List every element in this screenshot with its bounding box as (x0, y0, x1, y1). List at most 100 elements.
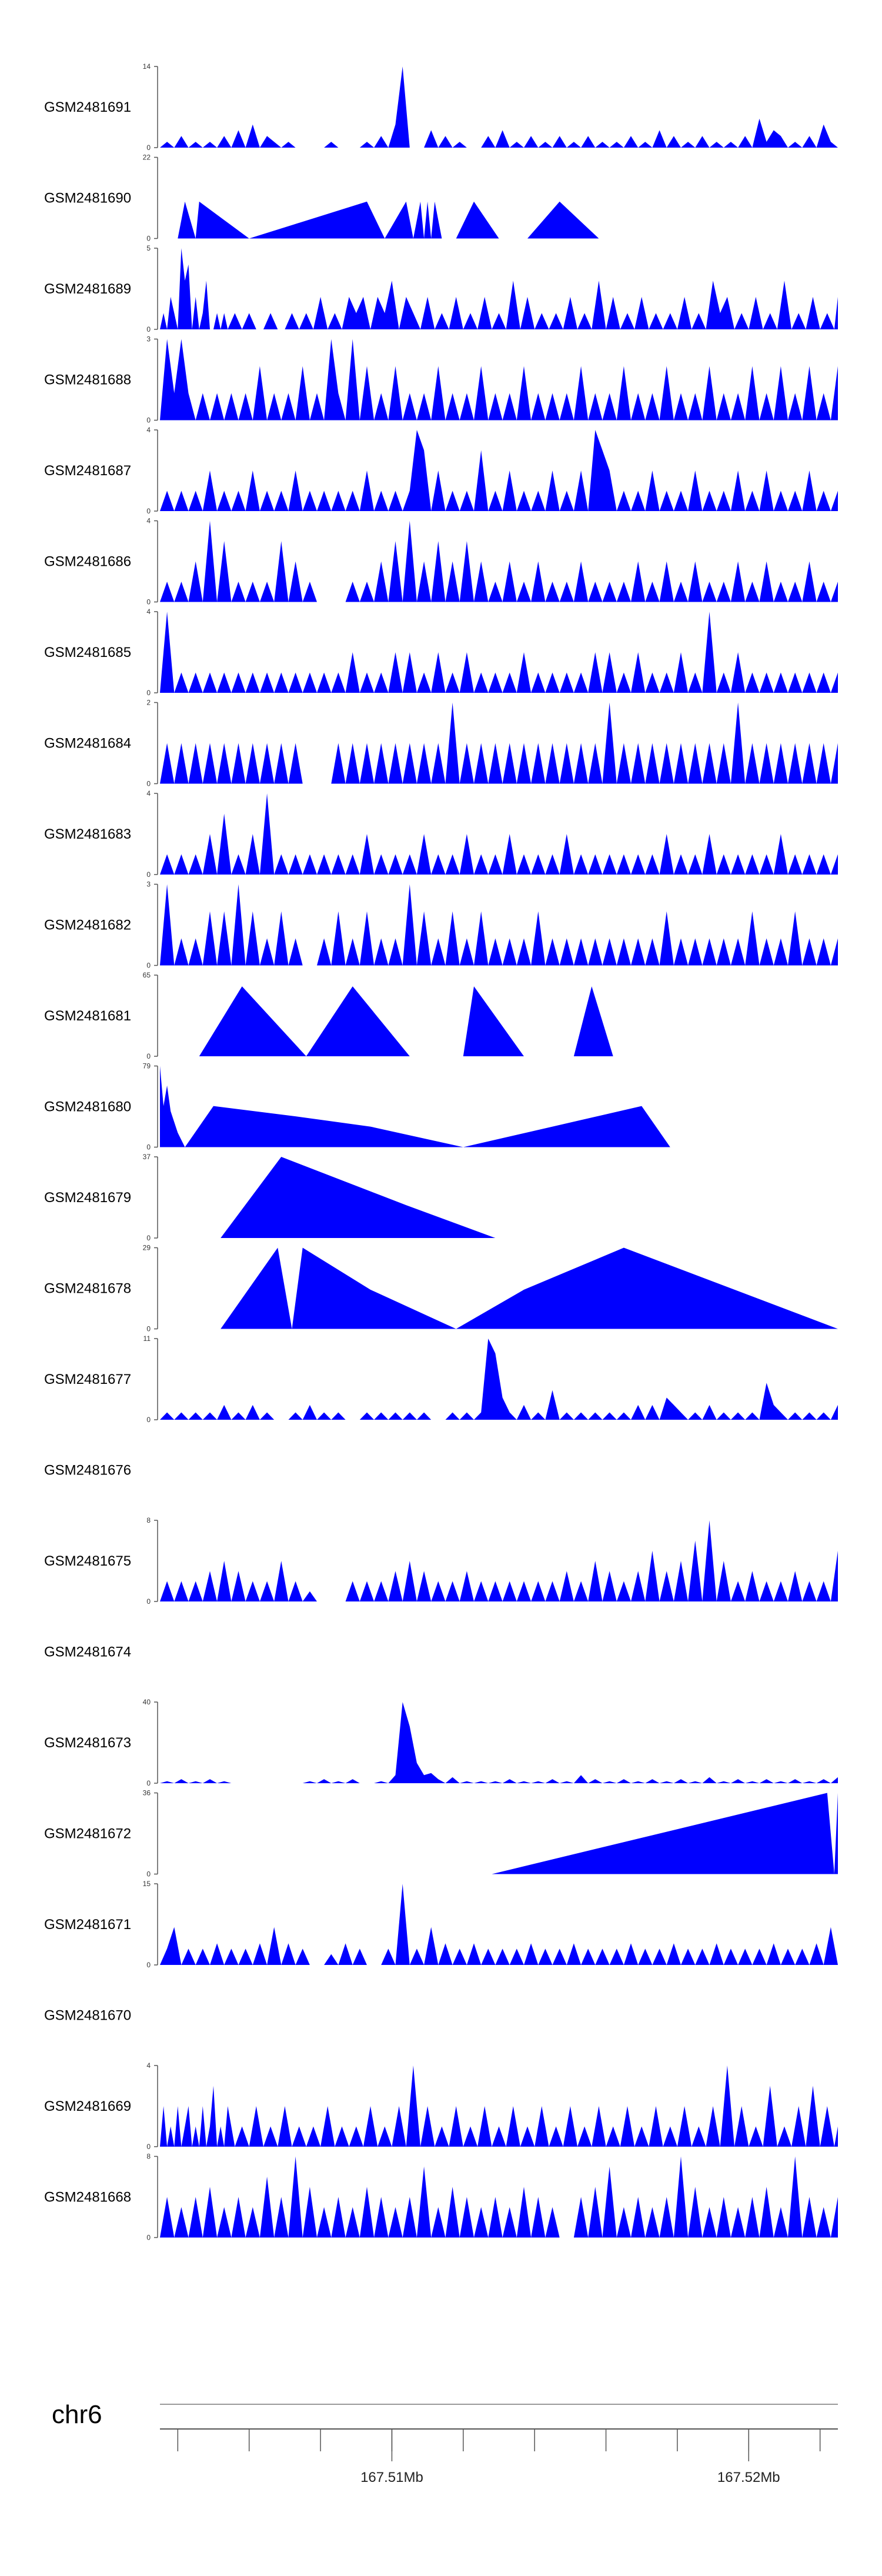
coverage-area (160, 2156, 838, 2238)
track-GSM2481671: GSM2481671 15 0 (44, 1880, 838, 1969)
track-ymin-label: 0 (146, 2234, 151, 2242)
track-ymax-label: 4 (146, 789, 151, 798)
track-label: GSM2481679 (44, 1190, 131, 1206)
track-ymax-label: 36 (143, 1789, 151, 1797)
track-label: GSM2481690 (44, 191, 131, 206)
coverage-area (160, 986, 838, 1056)
track-ymax-label: 8 (146, 1516, 151, 1524)
coverage-area (160, 520, 838, 602)
track-GSM2481675: GSM2481675 8 0 (44, 1516, 838, 1606)
track-label: GSM2481677 (44, 1372, 131, 1387)
track-GSM2481690: GSM2481690 22 0 (44, 154, 599, 243)
track-ymin-label: 0 (146, 1325, 151, 1333)
coverage-area (160, 1247, 838, 1329)
track-label: GSM2481669 (44, 2098, 131, 2114)
track-ymin-label: 0 (146, 1597, 151, 1606)
track-ymin-label: 0 (146, 962, 151, 970)
track-ymax-label: 3 (146, 335, 151, 343)
track-GSM2481679: GSM2481679 37 0 (44, 1153, 838, 1242)
track-GSM2481669: GSM2481669 4 0 (44, 2061, 838, 2151)
track-ymax-label: 11 (143, 1334, 151, 1343)
track-ymax-label: 4 (146, 608, 151, 616)
genome-tick-label: 167.51Mb (360, 2470, 423, 2485)
track-GSM2481668: GSM2481668 8 0 (44, 2153, 838, 2242)
track-GSM2481676: GSM2481676 (44, 1463, 131, 1479)
track-ymin-label: 0 (146, 1052, 151, 1060)
coverage-area (160, 1520, 838, 1601)
track-ymax-label: 3 (146, 880, 151, 889)
track-GSM2481680: GSM2481680 79 0 (44, 1062, 838, 1152)
chromosome-label: chr6 (52, 2400, 102, 2429)
track-ymin-label: 0 (146, 1416, 151, 1424)
coverage-area (160, 1793, 838, 1874)
genome-ticks: 167.51Mb 167.52Mb (177, 2429, 821, 2485)
track-ymax-label: 4 (146, 2061, 151, 2070)
coverage-area (160, 430, 838, 511)
coverage-area (160, 1066, 838, 1147)
coverage-area (160, 884, 838, 966)
coverage-area (160, 793, 838, 875)
track-ymin-label: 0 (146, 235, 151, 243)
track-ymin-label: 0 (146, 325, 151, 333)
track-GSM2481687: GSM2481687 4 0 (44, 426, 838, 515)
track-GSM2481688: GSM2481688 3 0 (44, 335, 838, 425)
track-ymin-label: 0 (146, 1870, 151, 1878)
track-ymin-label: 0 (146, 780, 151, 788)
track-GSM2481677: GSM2481677 11 0 (44, 1334, 838, 1424)
track-GSM2481689: GSM2481689 5 0 (44, 244, 838, 333)
track-GSM2481678: GSM2481678 29 0 (44, 1244, 838, 1333)
track-ymin-label: 0 (146, 689, 151, 697)
coverage-area (160, 702, 838, 784)
coverage-area (160, 1157, 838, 1238)
track-label: GSM2481688 (44, 372, 131, 388)
track-GSM2481672: GSM2481672 36 0 (44, 1789, 838, 1878)
track-label: GSM2481670 (44, 2008, 131, 2024)
coverage-area (160, 201, 599, 239)
track-ymax-label: 5 (146, 244, 151, 252)
track-GSM2481673: GSM2481673 40 0 (44, 1698, 838, 1787)
track-ymax-label: 4 (146, 426, 151, 434)
track-label: GSM2481672 (44, 1826, 131, 1842)
track-label: GSM2481686 (44, 554, 131, 570)
track-GSM2481682: GSM2481682 3 0 (44, 880, 838, 970)
track-label: GSM2481683 (44, 826, 131, 842)
track-label: GSM2481671 (44, 1917, 131, 1933)
coverage-area (160, 2066, 838, 2147)
coverage-area (160, 1339, 838, 1420)
track-ymin-label: 0 (146, 144, 151, 152)
track-ymax-label: 4 (146, 517, 151, 525)
track-label: GSM2481681 (44, 1008, 131, 1024)
track-GSM2481674: GSM2481674 (44, 1644, 131, 1660)
track-ymin-label: 0 (146, 1143, 151, 1152)
track-label: GSM2481674 (44, 1644, 131, 1660)
track-ymax-label: 37 (143, 1153, 151, 1161)
track-GSM2481686: GSM2481686 4 0 (44, 517, 838, 606)
track-ymax-label: 15 (143, 1880, 151, 1888)
track-GSM2481691: GSM2481691 14 0 (44, 62, 838, 152)
track-ymax-label: 40 (143, 1698, 151, 1706)
track-ymin-label: 0 (146, 1961, 151, 1969)
track-GSM2481683: GSM2481683 4 0 (44, 789, 838, 879)
track-label: GSM2481673 (44, 1735, 131, 1751)
track-label: GSM2481676 (44, 1463, 131, 1479)
coverage-area (160, 612, 838, 693)
track-ymax-label: 22 (143, 154, 151, 162)
coverage-area (160, 339, 838, 421)
track-ymin-label: 0 (146, 507, 151, 515)
genome-tick-label: 167.52Mb (717, 2470, 780, 2485)
coverage-area (160, 1884, 838, 1965)
track-label: GSM2481675 (44, 1553, 131, 1569)
track-label: GSM2481682 (44, 917, 131, 933)
track-ymin-label: 0 (146, 598, 151, 606)
track-ymin-label: 0 (146, 1779, 151, 1787)
track-ymax-label: 79 (143, 1062, 151, 1070)
track-ymin-label: 0 (146, 870, 151, 879)
track-label: GSM2481687 (44, 463, 131, 479)
track-label: GSM2481678 (44, 1281, 131, 1297)
track-GSM2481685: GSM2481685 4 0 (44, 608, 838, 697)
track-label: GSM2481689 (44, 281, 131, 297)
track-ymax-label: 14 (143, 62, 151, 71)
track-ymin-label: 0 (146, 2143, 151, 2151)
track-ymax-label: 2 (146, 699, 151, 707)
